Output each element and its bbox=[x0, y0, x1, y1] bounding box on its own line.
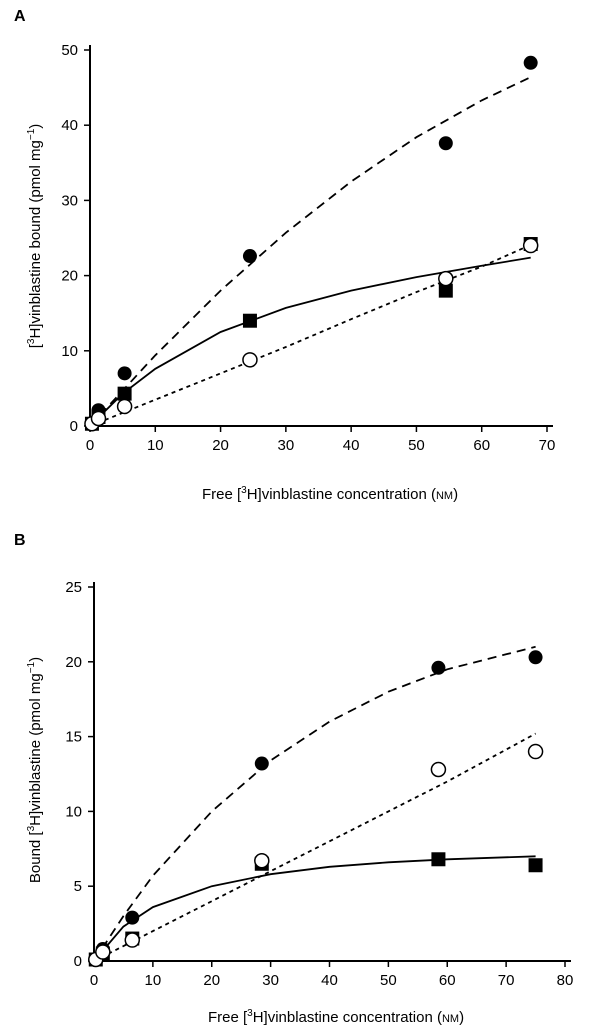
fit-line-filled-square bbox=[89, 256, 531, 427]
x-tick-label: 30 bbox=[262, 972, 279, 989]
data-point-filled-circle bbox=[431, 660, 446, 675]
panel-b-y-axis-label: Bound [3H]vinblastine (pmol mg−1) bbox=[26, 657, 44, 883]
y-tick-label: 20 bbox=[61, 268, 78, 285]
fit-line-open-circle bbox=[89, 243, 532, 427]
x-tick-label: 50 bbox=[408, 437, 425, 454]
x-tick-label: 40 bbox=[321, 972, 338, 989]
panel-a-axis-ticks: 0 10 20 30 40 50 60 70 0 10 20 30 40 50 bbox=[61, 42, 555, 454]
y-tick-label: 5 bbox=[74, 878, 82, 895]
data-point-filled-circle bbox=[528, 650, 543, 665]
panel-b-x-axis-label: Free [3H]vinblastine concentration (NM) bbox=[208, 1008, 464, 1026]
data-point-filled-square bbox=[528, 858, 543, 873]
y-tick-label: 30 bbox=[61, 192, 78, 209]
data-point-filled-square bbox=[438, 283, 453, 298]
y-tick-label: 0 bbox=[70, 418, 78, 435]
panel-a-y-axis-label: [3H]vinblastine bound (pmol mg−1) bbox=[26, 124, 44, 349]
fit-line-filled-circle bbox=[93, 645, 536, 962]
y-tick-label: 20 bbox=[65, 654, 82, 671]
y-tick-label: 10 bbox=[61, 343, 78, 360]
fit-line-filled-circle bbox=[89, 76, 532, 427]
data-point-filled-circle bbox=[125, 910, 140, 925]
chart-panel-a: A 0 10 20 30 40 50 60 70 0 10 20 30 40 50 Free [3H]vi… bbox=[14, 8, 555, 503]
y-tick-label: 40 bbox=[61, 117, 78, 134]
data-point-filled-square bbox=[242, 313, 257, 328]
data-point-open-circle bbox=[430, 761, 447, 778]
data-point-filled-circle bbox=[117, 366, 132, 381]
data-point-filled-circle bbox=[523, 55, 538, 70]
x-tick-label: 30 bbox=[278, 437, 295, 454]
x-tick-label: 40 bbox=[343, 437, 360, 454]
panel-b-axis-ticks: 0 10 20 30 40 50 60 70 80 0 5 10 15 20 25 bbox=[65, 579, 573, 989]
data-point-filled-circle bbox=[438, 136, 453, 151]
chart-panel-b: B 0 10 20 30 40 50 60 70 80 0 5 10 15 20 25 Free [3H]v… bbox=[14, 532, 573, 1026]
data-point-open-circle bbox=[254, 853, 270, 869]
data-point-filled-circle bbox=[254, 756, 269, 771]
x-tick-label: 20 bbox=[203, 972, 220, 989]
y-tick-label: 25 bbox=[65, 579, 82, 596]
data-point-open-circle bbox=[116, 398, 133, 415]
data-point-open-circle bbox=[438, 270, 454, 287]
x-tick-label: 0 bbox=[86, 437, 94, 454]
data-point-open-circle bbox=[527, 743, 544, 760]
x-tick-label: 60 bbox=[439, 972, 456, 989]
panel-a-plot-area bbox=[84, 55, 539, 432]
y-tick-label: 15 bbox=[65, 729, 82, 746]
data-point-open-circle bbox=[95, 944, 111, 960]
data-point-open-circle bbox=[124, 932, 141, 948]
x-tick-label: 70 bbox=[498, 972, 515, 989]
x-tick-label: 0 bbox=[90, 972, 98, 989]
data-point-open-circle bbox=[522, 237, 539, 254]
y-tick-label: 10 bbox=[65, 803, 82, 820]
x-tick-label: 70 bbox=[539, 437, 556, 454]
x-tick-label: 20 bbox=[212, 437, 229, 454]
panel-a-x-axis-label: Free [3H]vinblastine concentration (NM) bbox=[202, 485, 458, 503]
fit-line-open-circle bbox=[93, 732, 537, 962]
x-tick-label: 10 bbox=[145, 972, 162, 989]
panel-b-plot-area bbox=[88, 645, 544, 968]
x-tick-label: 80 bbox=[557, 972, 574, 989]
x-tick-label: 10 bbox=[147, 437, 164, 454]
data-point-filled-square bbox=[431, 852, 446, 867]
panel-a-letter: A bbox=[14, 8, 26, 25]
x-tick-label: 60 bbox=[473, 437, 490, 454]
data-point-open-circle bbox=[242, 352, 258, 368]
y-tick-label: 50 bbox=[61, 42, 78, 59]
panel-b-letter: B bbox=[14, 532, 26, 549]
x-tick-label: 50 bbox=[380, 972, 397, 989]
y-tick-label: 0 bbox=[74, 953, 82, 970]
data-point-filled-circle bbox=[242, 249, 257, 264]
data-point-open-circle bbox=[90, 410, 107, 427]
data-point-filled-square bbox=[117, 386, 132, 401]
fit-line-filled-square bbox=[93, 855, 536, 962]
